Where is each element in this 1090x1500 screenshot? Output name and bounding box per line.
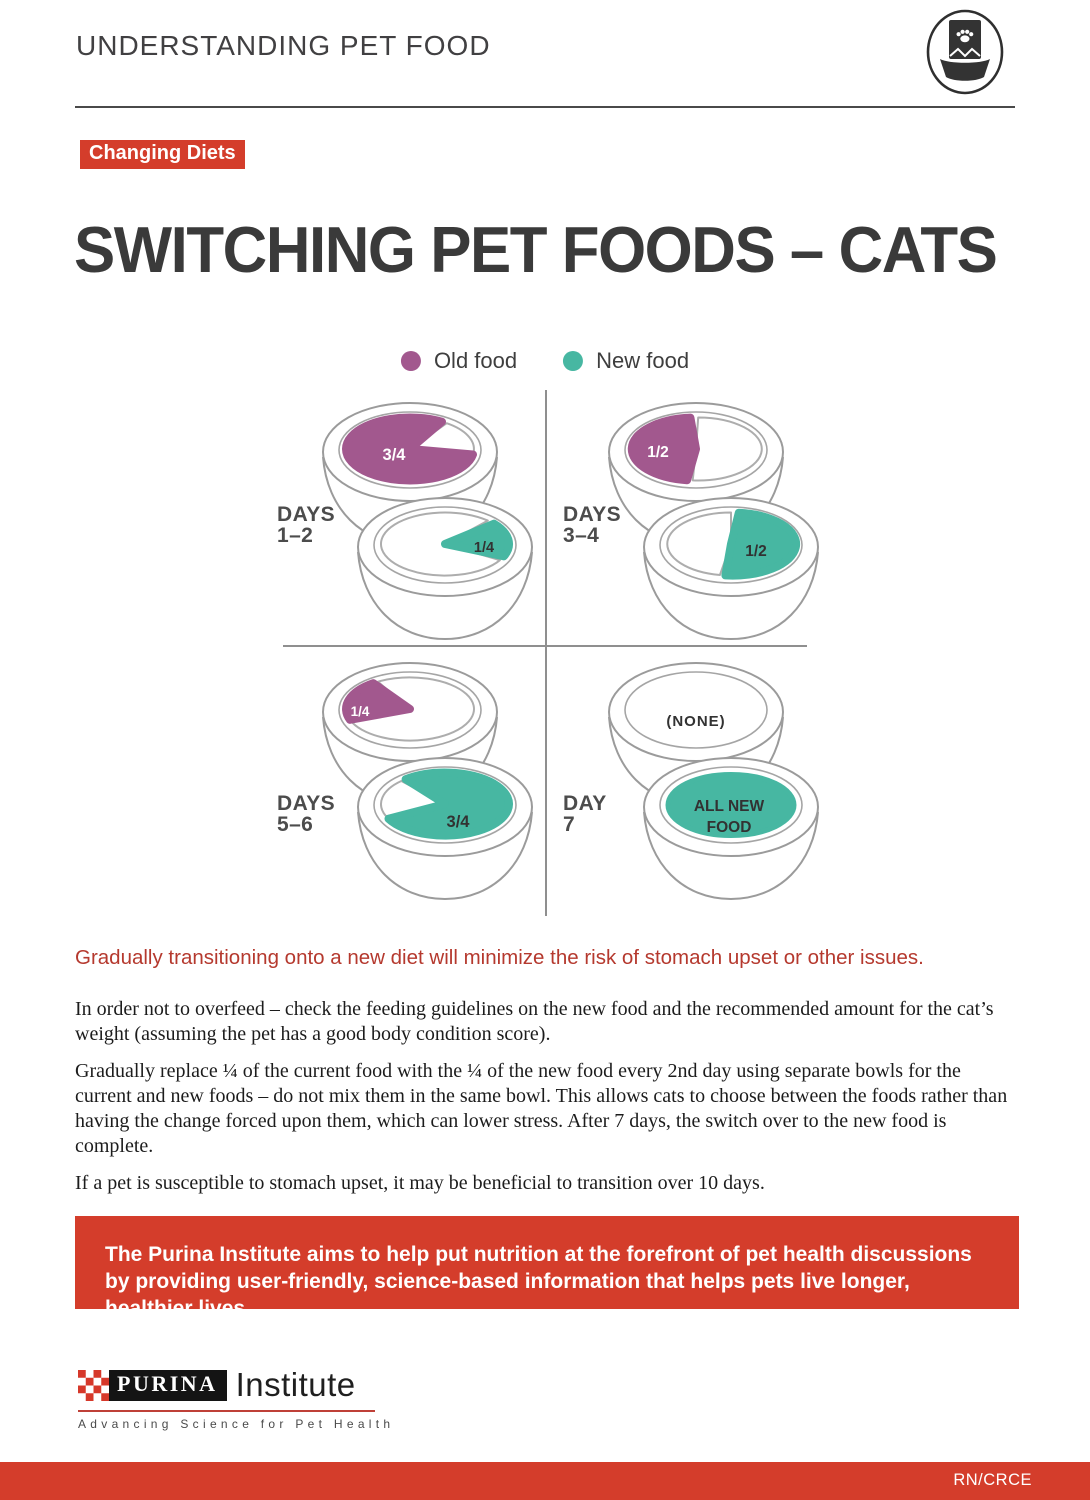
legend-new-label: New food [596,348,690,373]
purina-wordmark: PURINA [78,1369,227,1401]
lead-sentence: Gradually transitioning onto a new diet … [75,946,924,969]
paw-print-icon [956,29,974,43]
portion-label: 3/4 [383,446,407,464]
quadrant-days-1-2: 3/4 1/4 [322,402,533,641]
bowl-old-food-1-4: 1/4 [322,662,498,806]
day-label-3-4: DAYS 3–4 [563,503,622,547]
page-header-title: UNDERSTANDING PET FOOD [76,30,491,61]
purina-checkerboard-icon [78,1369,109,1401]
day-label-5-6: DAYS 5–6 [277,792,336,836]
transition-diagram: Old food New food 3/4 [0,340,1090,940]
bowl-old-food-3-4: 3/4 [322,402,498,546]
bowl-new-food-1-4: 1/4 [357,497,533,641]
body-paragraph-3: If a pet is susceptible to stomach upset… [75,1172,765,1194]
portion-label: (NONE) [666,713,725,730]
portion-label: 1/4 [351,704,370,719]
legend-item-new-food: New food [563,348,689,374]
food-bowl-shape [940,59,990,81]
quadrant-days-3-4: 1/2 1/2 [608,402,819,641]
diagram-divider-vertical [545,390,547,916]
body-paragraph-2: Gradually replace ¼ of the current food … [75,1060,1008,1157]
bowl-old-food-none: (NONE) [608,662,784,806]
diagram-divider-horizontal [283,645,807,647]
portion-label: ALL NEW [694,798,765,815]
new-food-swatch [563,351,584,371]
portion-label: 3/4 [447,813,471,831]
day-label-1-2: DAYS 1–2 [277,503,336,547]
footer-code: RN/CRCE [953,1471,1032,1489]
portion-label: FOOD [707,819,752,836]
institute-wordmark: Institute [235,1366,356,1403]
mission-callout: The Purina Institute aims to help put nu… [75,1216,1019,1320]
old-food-swatch [400,351,421,371]
body-paragraph-1: In order not to overfeed – check the fee… [75,998,994,1045]
mission-callout-text: The Purina Institute aims to help put nu… [105,1243,972,1320]
logo-row: PURINA Institute [78,1366,375,1404]
page-title: SWITCHING PET FOODS – CATS [74,213,998,286]
purina-institute-logo: PURINA Institute Advancing Science for P… [78,1366,395,1431]
bowl-new-food-3-4: 3/4 [357,757,533,901]
quadrant-day-7: (NONE) ALL NEW FOOD [608,662,819,901]
day-label-7: DAY 7 [563,792,607,836]
section-badge: Changing Diets [80,140,245,169]
header-divider [75,106,1015,108]
legend: Old food New food [400,348,689,374]
pet-food-bag-bowl-icon [926,9,1004,95]
portion-label: 1/2 [647,444,669,461]
bowl-new-food-1-2: 1/2 [643,497,819,641]
footer-bar: RN/CRCE [0,1462,1090,1500]
portion-label: 1/4 [474,540,494,556]
logo-tagline: Advancing Science for Pet Health [78,1417,395,1431]
body-text: In order not to overfeed – check the fee… [75,997,1020,1208]
purina-brand-text: PURINA [117,1371,218,1396]
portion-label: 1/2 [745,543,767,560]
legend-old-label: Old food [433,348,518,373]
bowl-all-new-food: ALL NEW FOOD [643,757,819,901]
legend-item-old-food: Old food [400,348,518,374]
logo-rule [78,1410,375,1412]
quadrant-days-5-6: 1/4 3/4 [322,662,533,901]
bag-zigzag [949,47,981,58]
